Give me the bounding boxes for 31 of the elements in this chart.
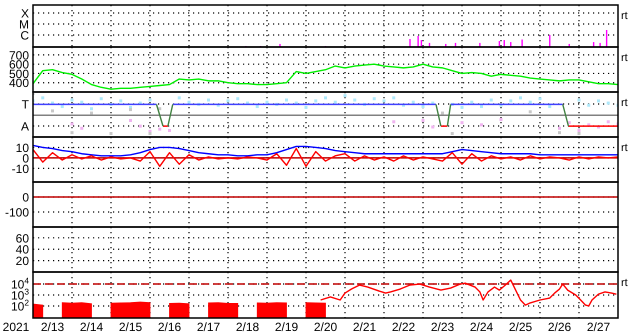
- text: rt: [621, 142, 628, 154]
- text: M: [19, 18, 29, 32]
- y-tick-label: -100: [4, 206, 30, 220]
- y-tick-label: 40: [16, 242, 30, 257]
- x-tick-label: 2/22: [392, 320, 416, 334]
- x-tick-label: 2/27: [586, 320, 610, 334]
- x-tick-label: 2/18: [236, 320, 260, 334]
- text: rt: [621, 97, 628, 109]
- text: rt: [621, 52, 628, 64]
- x-tick-label: 2/15: [118, 320, 142, 334]
- x-tick-label: 2/14: [80, 320, 104, 334]
- x-tick-label: 2/23: [430, 320, 454, 334]
- x-tick-label: 2/16: [158, 320, 182, 334]
- x-tick-label: 2/26: [548, 320, 572, 334]
- y-tick-label: 0: [22, 190, 30, 204]
- x-tick-label: 2/21: [352, 320, 376, 334]
- y-tick-label: 60: [16, 231, 30, 246]
- x-tick-label: 2/13: [40, 320, 64, 334]
- y-tick-label: 20: [16, 254, 30, 268]
- text: T: [22, 98, 30, 112]
- text: C: [20, 28, 30, 42]
- x-tick-label: 2/19: [274, 320, 298, 334]
- text: rt: [621, 277, 628, 289]
- x-tick-label: 2/24: [470, 320, 494, 334]
- text: rt: [621, 10, 628, 22]
- x-tick-label: 2/25: [508, 320, 532, 334]
- x-tick-label: 2/17: [196, 320, 220, 334]
- x-tick-label: 2/20: [314, 320, 338, 334]
- text: A: [20, 120, 29, 134]
- x-axis-title: 2021: [2, 320, 30, 334]
- text: X: [20, 6, 29, 20]
